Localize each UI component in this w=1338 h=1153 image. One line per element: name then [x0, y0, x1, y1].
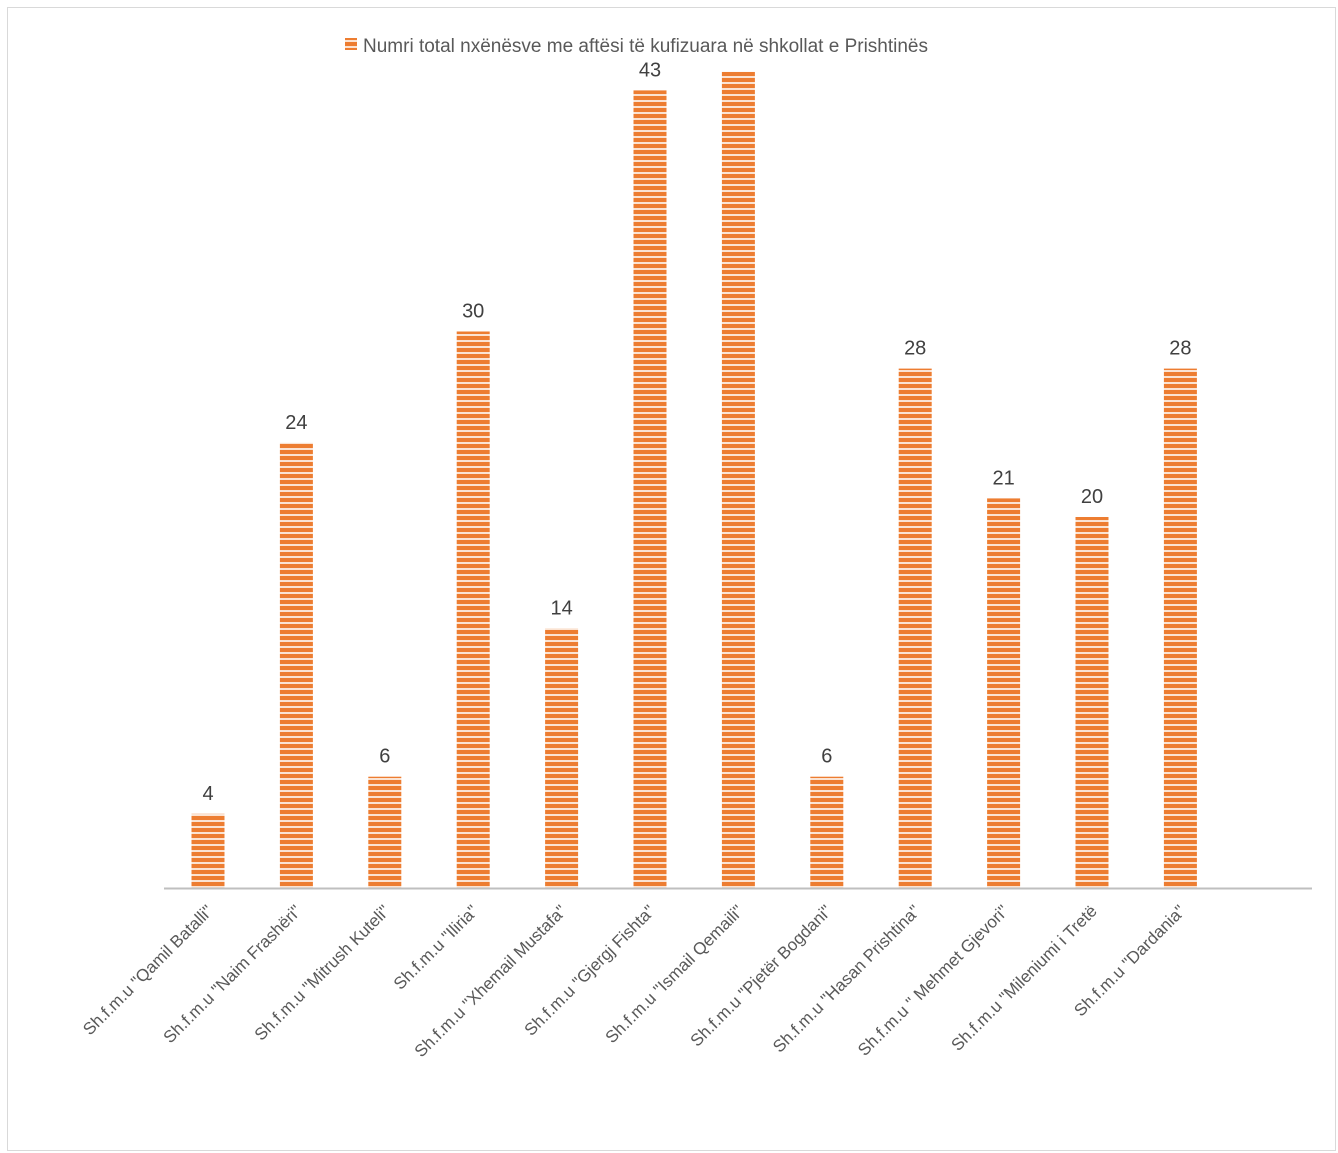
bar — [633, 90, 667, 888]
data-label: 6 — [821, 746, 832, 768]
bar — [545, 628, 579, 888]
legend-swatch — [345, 38, 357, 50]
data-labels-group: 4 24 6 30 14 43 6 28 21 20 28 — [202, 59, 1191, 804]
bar — [987, 498, 1021, 888]
data-label: 43 — [639, 59, 661, 81]
data-label: 14 — [550, 597, 572, 619]
bar — [721, 71, 755, 889]
bar — [456, 331, 490, 888]
data-label: 21 — [992, 467, 1014, 489]
data-label: 28 — [1169, 338, 1191, 360]
legend-label: Numri total nxënësve me aftësi të kufizu… — [363, 36, 928, 57]
data-label: 28 — [904, 338, 926, 360]
data-label: 30 — [462, 301, 484, 323]
data-label: 24 — [285, 412, 307, 434]
x-tick-label: Sh.f.m.u "Iliria" — [390, 901, 482, 993]
x-tick-label: Sh.f.m.u "Hasan Prishtina" — [769, 901, 924, 1056]
x-tick-label: Sh.f.m.u "Pjetër Bogdani" — [687, 901, 836, 1050]
bar — [368, 776, 402, 888]
bars-group — [191, 71, 1197, 889]
chart-legend: Numri total nxënësve me aftësi të kufizu… — [345, 36, 928, 57]
bar — [1075, 517, 1109, 888]
data-label: 6 — [379, 746, 390, 768]
bar — [810, 776, 844, 888]
x-tick-label: Sh.f.m.u "Mileniumi i Tretë — [948, 901, 1101, 1054]
data-label: 20 — [1081, 486, 1103, 508]
chart-frame — [7, 7, 1336, 1151]
bar — [1163, 368, 1197, 889]
bar — [191, 813, 225, 888]
x-tick-labels-group: Sh.f.m.u "Qamil Batalli"Sh.f.m.u "Naim F… — [79, 901, 1189, 1061]
x-tick-label: Sh.f.m.u " Mehmet Gjevori" — [854, 901, 1012, 1059]
bar — [898, 368, 932, 889]
data-label: 4 — [202, 783, 213, 805]
x-tick-label: Sh.f.m.u "Xhemail Mustafa" — [411, 901, 571, 1061]
bar — [279, 442, 313, 888]
